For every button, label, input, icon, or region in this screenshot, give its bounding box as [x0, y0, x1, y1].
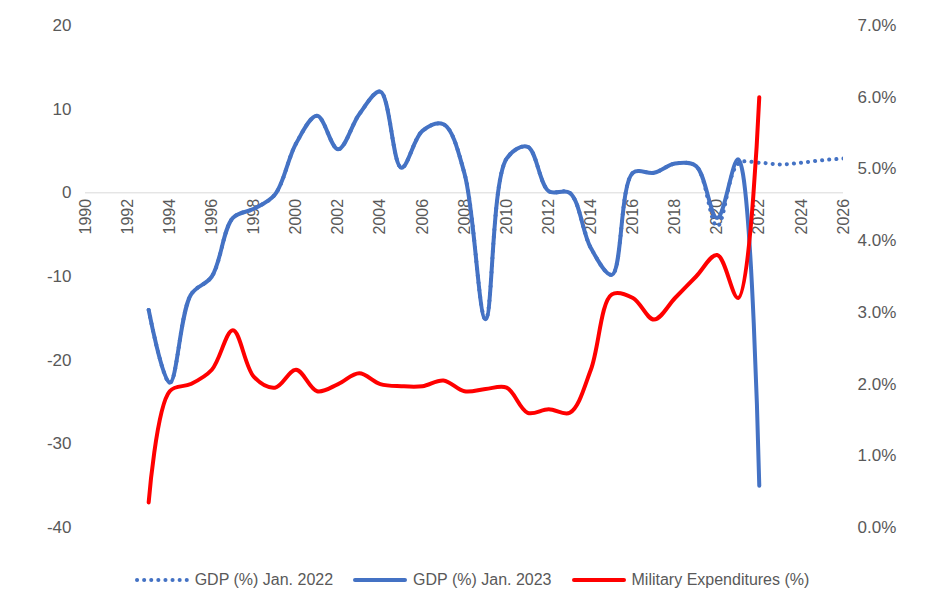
svg-text:0.0%: 0.0% [858, 518, 897, 537]
svg-text:4.0%: 4.0% [858, 231, 897, 250]
svg-text:2006: 2006 [414, 199, 431, 235]
svg-text:-30: -30 [47, 434, 72, 453]
svg-text:2002: 2002 [329, 199, 346, 235]
svg-text:5.0%: 5.0% [858, 159, 897, 178]
svg-text:-40: -40 [47, 518, 72, 537]
svg-text:3.0%: 3.0% [858, 303, 897, 322]
svg-text:-20: -20 [47, 351, 72, 370]
svg-text:1996: 1996 [203, 199, 220, 235]
svg-text:2016: 2016 [624, 199, 641, 235]
svg-text:1.0%: 1.0% [858, 446, 897, 465]
svg-text:2012: 2012 [540, 199, 557, 235]
svg-text:0: 0 [62, 183, 71, 202]
svg-text:2.0%: 2.0% [858, 375, 897, 394]
svg-text:1994: 1994 [161, 199, 178, 235]
html-text:Military Expenditures (%): Military Expenditures (%) [631, 571, 810, 588]
svg-text:2000: 2000 [287, 199, 304, 235]
svg-text:1998: 1998 [245, 198, 263, 235]
svg-text:2024: 2024 [793, 199, 810, 235]
svg-text:2026: 2026 [835, 199, 852, 235]
svg-text:2008: 2008 [455, 198, 473, 235]
svg-text:1990: 1990 [77, 199, 94, 235]
svg-text:-10: -10 [47, 267, 72, 286]
html-text:GDP (%) Jan. 2023: GDP (%) Jan. 2023 [413, 571, 552, 588]
svg-text:7.0%: 7.0% [858, 16, 897, 35]
svg-text:20: 20 [53, 16, 72, 35]
svg-text:2004: 2004 [371, 199, 388, 235]
html-text:GDP (%) Jan. 2022: GDP (%) Jan. 2022 [194, 571, 334, 588]
svg-text:10: 10 [53, 100, 72, 119]
svg-text:2014: 2014 [582, 198, 599, 235]
svg-text:6.0%: 6.0% [858, 88, 897, 107]
svg-text:2022: 2022 [750, 198, 768, 235]
svg-text:2018: 2018 [666, 199, 683, 235]
svg-text:2010: 2010 [498, 199, 515, 235]
svg-text:1992: 1992 [119, 199, 136, 235]
